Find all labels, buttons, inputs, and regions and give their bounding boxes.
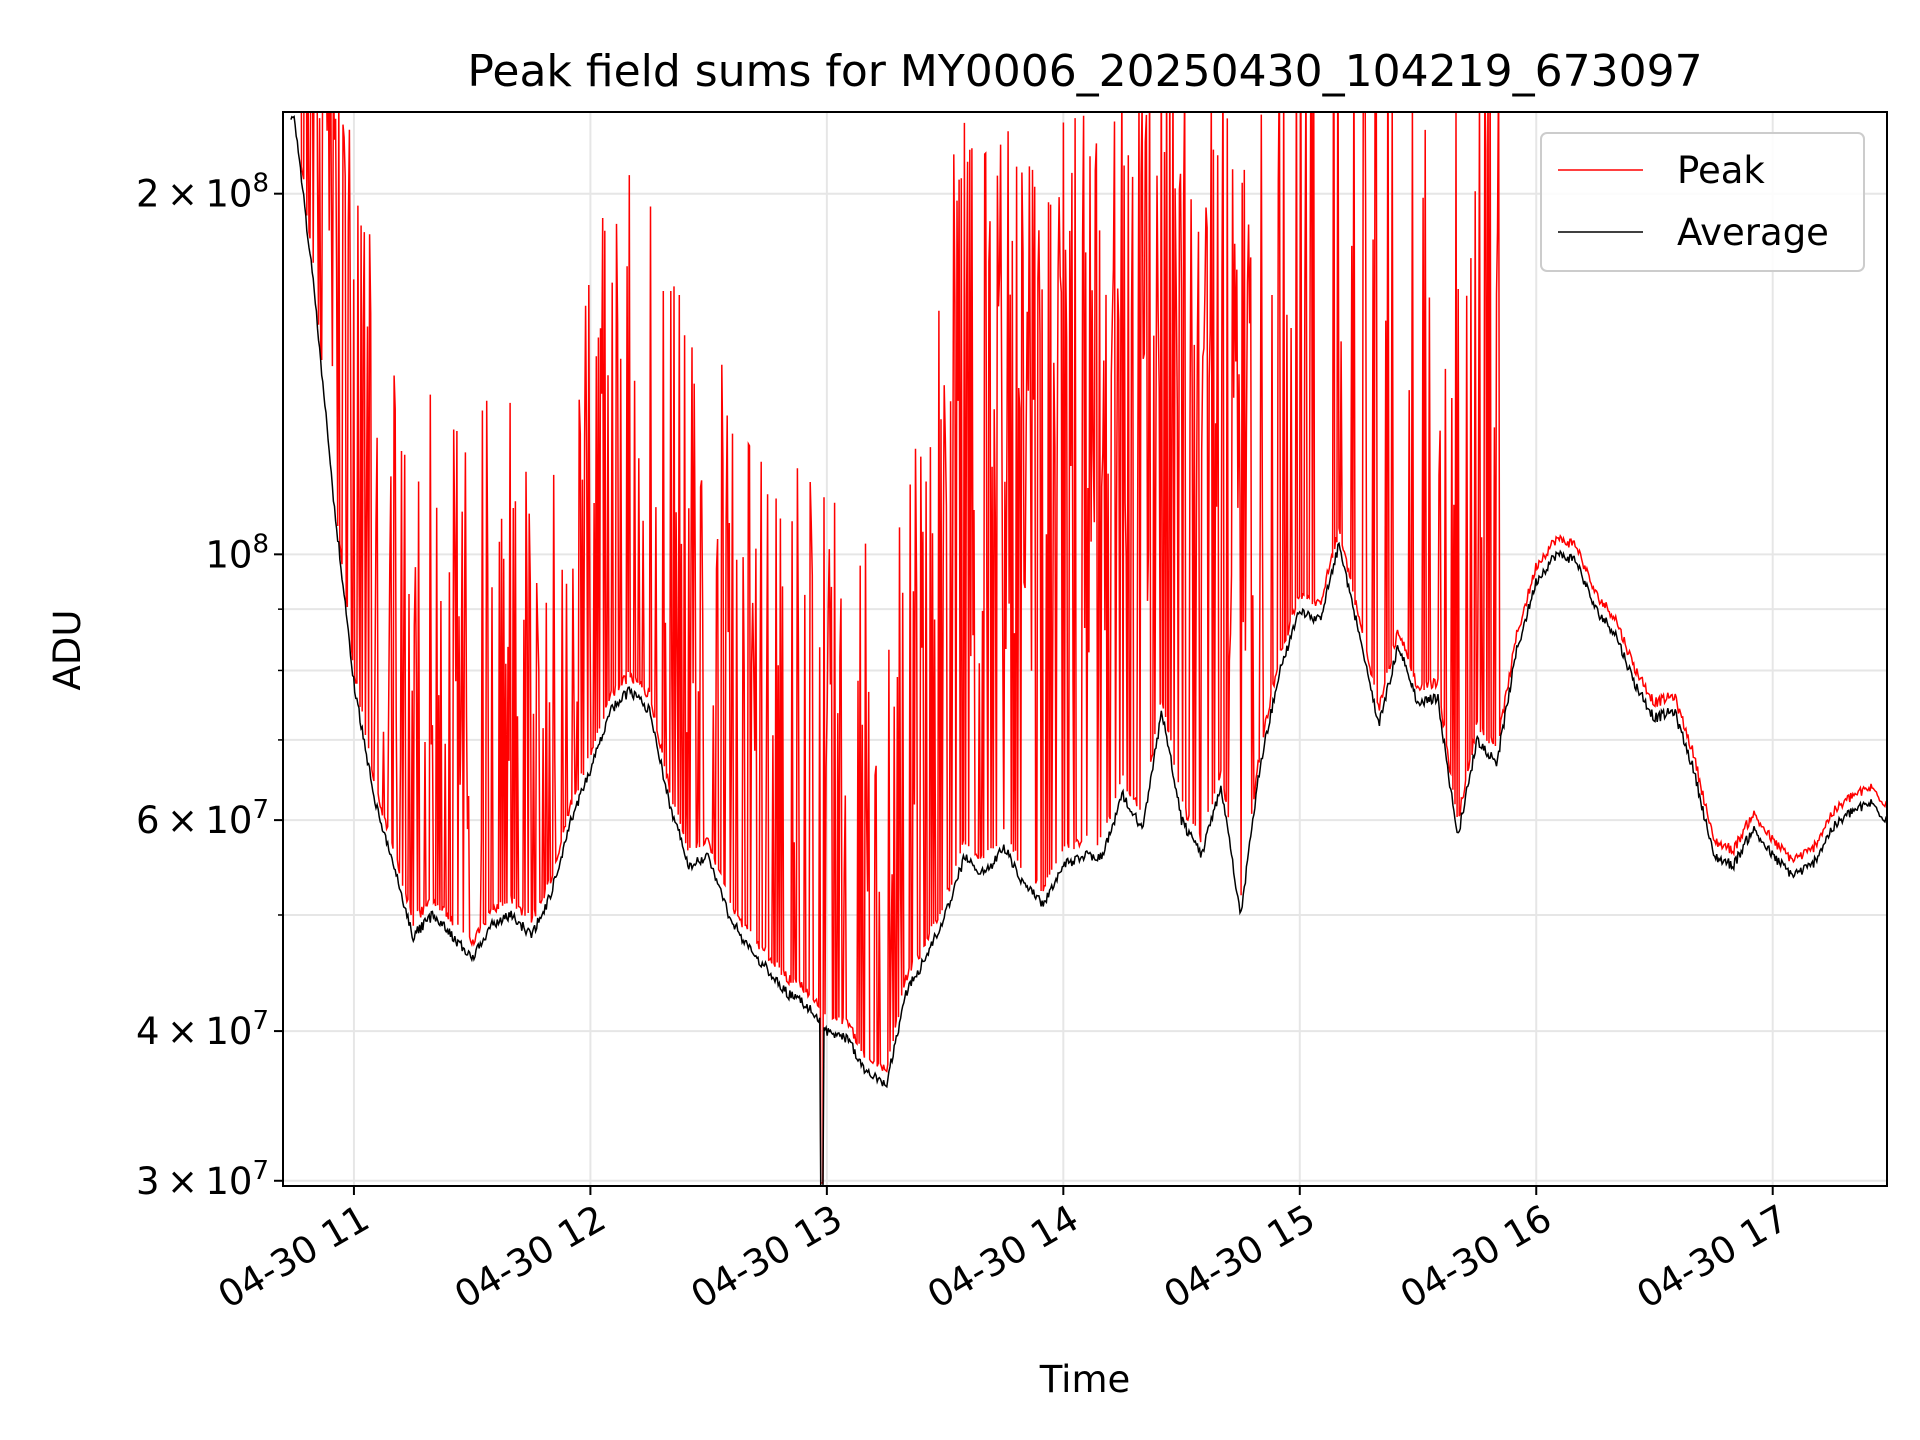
y-axis-ticks: 3 × 107 4 × 107 6 × 107 108 2 × 108 xyxy=(136,169,283,1203)
legend-box xyxy=(1540,132,1865,272)
y-tick-label: 108 xyxy=(205,529,269,576)
y-tick-label: 2 × 108 xyxy=(136,169,269,216)
legend-peak-label: Peak xyxy=(1677,149,1765,192)
peak-series-line xyxy=(300,112,1887,1184)
axes-frame xyxy=(282,111,1888,1187)
x-axis-label: Time xyxy=(1039,1358,1131,1401)
y-axis-label: ADU xyxy=(46,610,89,691)
y-tick-label: 3 × 107 xyxy=(136,1156,269,1203)
y-tick-label: 4 × 107 xyxy=(136,1006,269,1053)
legend: Peak Average xyxy=(1540,132,1865,272)
y-tick-label: 6 × 107 xyxy=(136,795,269,842)
legend-average-label: Average xyxy=(1677,211,1829,254)
series-group xyxy=(290,112,1887,1186)
chart-title: Peak field sums for MY0006_20250430_1042… xyxy=(467,46,1702,97)
average-series-line xyxy=(290,115,1887,1186)
plot-area xyxy=(290,112,1887,1186)
